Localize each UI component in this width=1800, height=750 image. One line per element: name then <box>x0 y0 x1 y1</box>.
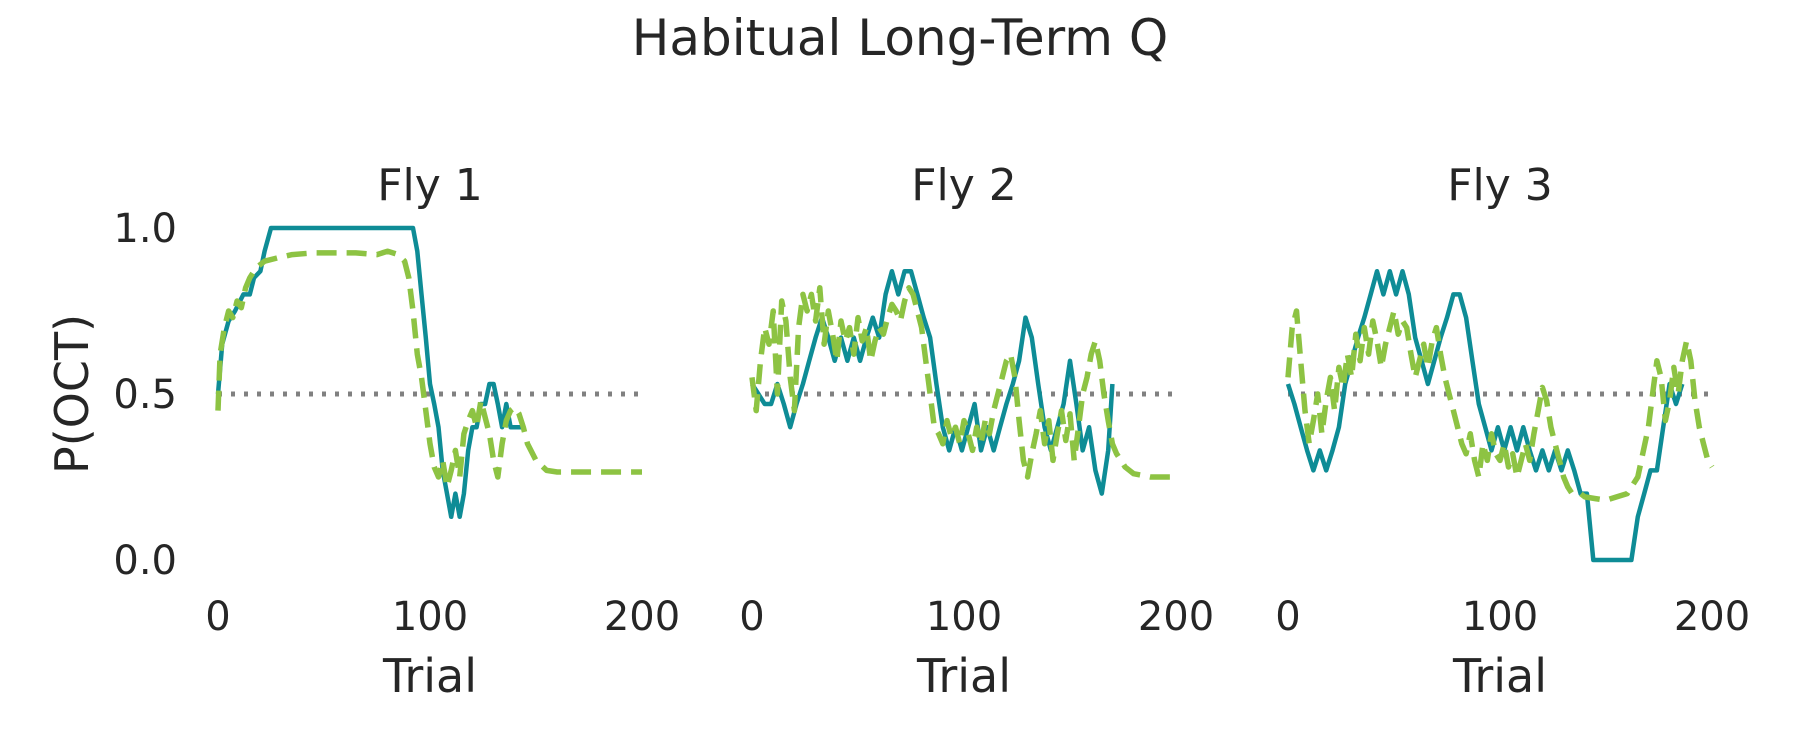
x-tick-label: 100 <box>926 594 1002 640</box>
panel-fly-3: Fly 3 0 100 200 Trial <box>1275 160 1750 703</box>
model-prediction-line <box>749 285 1176 480</box>
x-tick-label: 200 <box>604 594 680 640</box>
y-axis-label: P(OCT) <box>45 314 99 474</box>
x-tick-label: 200 <box>1138 594 1214 640</box>
panel-fly-2: Fly 2 0 100 200 Trial <box>739 160 1214 703</box>
model-prediction-line <box>215 248 642 490</box>
panel-title: Fly 1 <box>377 160 483 211</box>
x-tick-label: 100 <box>1462 594 1538 640</box>
x-tick-label: 200 <box>1674 594 1750 640</box>
y-tick-label: 0.5 <box>113 372 177 418</box>
observed-choice-line <box>215 225 524 520</box>
x-tick-label: 0 <box>739 594 764 640</box>
x-axis-label: Trial <box>1452 649 1547 703</box>
y-tick-label: 1.0 <box>113 206 177 252</box>
x-tick-label: 0 <box>1275 594 1300 640</box>
x-tick-label: 100 <box>392 594 468 640</box>
figure-title: Habitual Long-Term Q <box>632 9 1168 67</box>
panel-title: Fly 3 <box>1447 160 1553 211</box>
panel-fly-1: Fly 1 0 100 200 0.0 0.5 1.0 Trial P(OCT) <box>45 160 680 703</box>
observed-choice-line <box>1285 268 1685 563</box>
panels: Fly 1 0 100 200 0.0 0.5 1.0 Trial P(OCT) Fly 2 0 10… <box>45 160 1750 703</box>
panel-title: Fly 2 <box>911 160 1017 211</box>
y-tick-label: 0.0 <box>113 538 177 584</box>
x-axis-label: Trial <box>382 649 477 703</box>
model-prediction-line <box>1285 308 1715 503</box>
x-axis-label: Trial <box>916 649 1011 703</box>
x-tick-label: 0 <box>205 594 230 640</box>
